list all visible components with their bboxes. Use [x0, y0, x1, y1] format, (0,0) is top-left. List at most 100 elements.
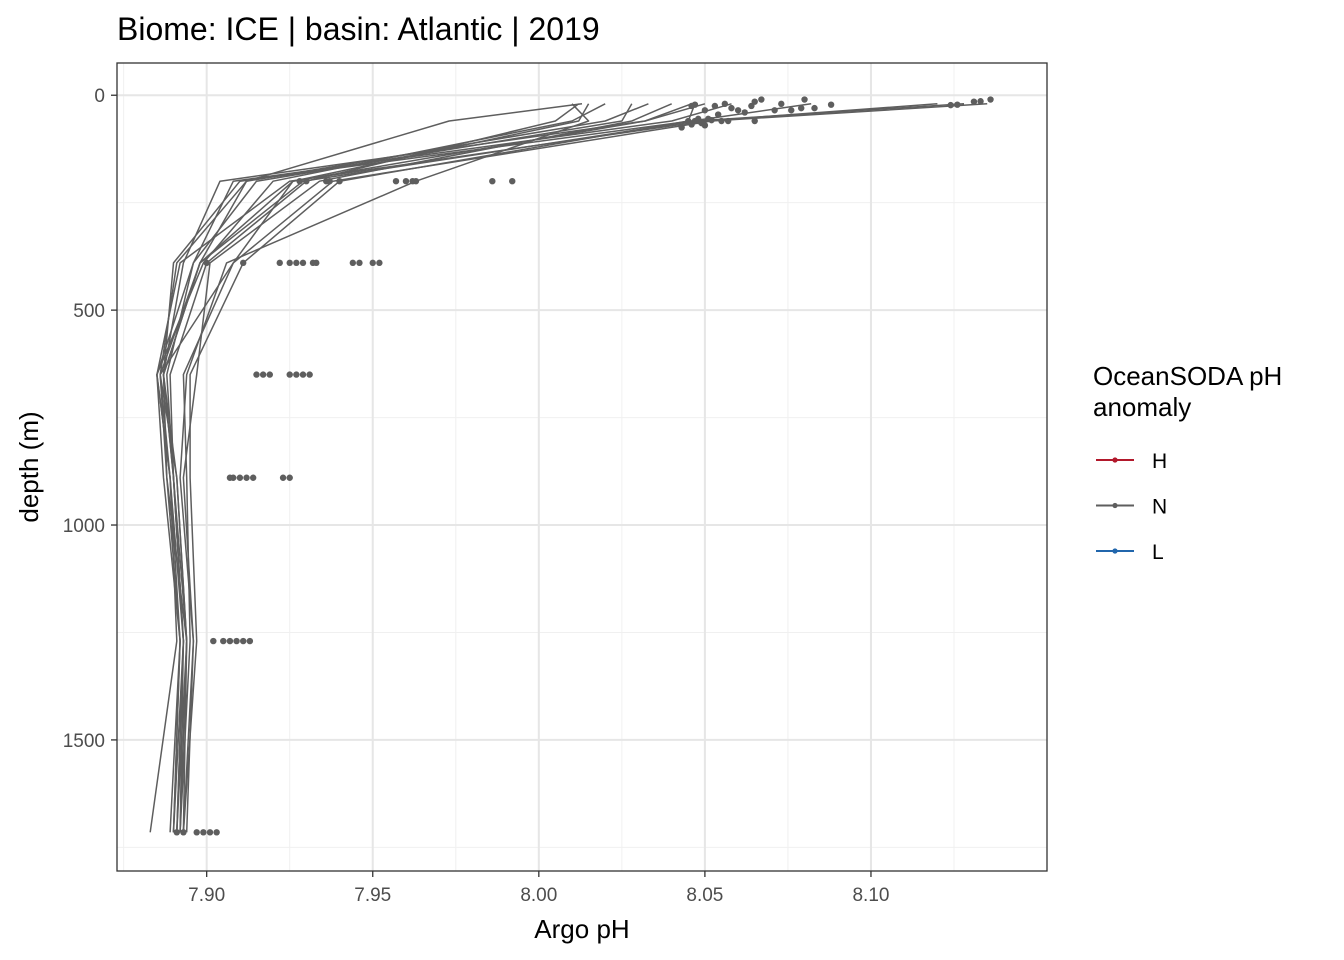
data-point: [758, 96, 765, 103]
grid-lines: [117, 63, 1047, 871]
data-point: [323, 177, 330, 185]
data-point: [811, 104, 818, 112]
profile-line: [169, 103, 580, 833]
chart-title: Biome: ICE | basin: Atlantic | 2019: [117, 11, 600, 47]
data-point: [306, 371, 313, 378]
profile-line: [162, 103, 583, 833]
data-point: [286, 371, 293, 378]
data-point: [701, 107, 709, 114]
data-point: [778, 100, 785, 108]
legend-key-point: [1112, 502, 1118, 509]
profile-line: [182, 103, 672, 833]
data-point: [193, 829, 200, 836]
data-point: [718, 117, 725, 125]
legend-key-point: [1112, 548, 1118, 554]
data-point: [356, 259, 363, 267]
plot-background: [117, 63, 1047, 871]
data-point: [734, 107, 742, 114]
legend-title-line-2: anomaly: [1093, 392, 1191, 422]
plot-panel: [116, 62, 1048, 872]
data-point: [708, 116, 715, 124]
data-point: [220, 637, 227, 645]
data-point: [213, 829, 220, 836]
legend-label: L: [1152, 541, 1164, 564]
x-axis: 7.90 7.95 8.00 8.05 8.10: [188, 871, 889, 906]
data-point: [276, 259, 283, 267]
data-point: [392, 177, 400, 185]
data-point: [788, 107, 795, 114]
data-point: [253, 371, 260, 378]
data-point: [296, 177, 303, 185]
data-point: [279, 474, 287, 481]
data-point: [236, 474, 244, 481]
data-point: [309, 259, 317, 267]
profile-line: [156, 103, 732, 833]
data-point: [947, 101, 954, 109]
data-point: [240, 637, 247, 645]
data-point: [970, 98, 978, 105]
data-point: [180, 829, 187, 836]
data-point: [246, 637, 254, 645]
data-point: [200, 829, 207, 836]
data-point: [711, 102, 719, 110]
data-point: [751, 117, 758, 125]
data-point: [688, 102, 695, 110]
data-point: [728, 104, 735, 112]
data-point: [349, 259, 357, 267]
data-point: [303, 177, 310, 185]
data-point: [489, 177, 496, 185]
data-point: [286, 259, 293, 267]
data-point: [987, 96, 994, 103]
data-point: [827, 101, 835, 108]
data-point: [286, 474, 293, 481]
data-point: [688, 121, 695, 128]
profile-line: [179, 103, 706, 833]
profile-line: [182, 103, 696, 833]
legend-keys: HNL: [1096, 450, 1167, 564]
profile-lines: [149, 103, 988, 833]
data-point: [226, 474, 234, 481]
x-tick-label: 8.00: [520, 885, 557, 906]
legend-key-point: [1112, 457, 1118, 463]
x-tick-label: 8.10: [852, 885, 889, 906]
data-point: [977, 98, 984, 105]
legend: OceanSODA pH anomaly HNL: [1093, 361, 1290, 564]
data-point: [798, 104, 805, 112]
data-point: [724, 117, 732, 125]
data-point: [210, 637, 217, 645]
data-points: [173, 96, 994, 836]
data-point: [203, 259, 210, 267]
x-tick-label: 8.05: [686, 885, 723, 906]
data-point: [243, 474, 250, 481]
y-axis-title: depth (m): [14, 411, 44, 522]
data-point: [226, 637, 234, 645]
data-point: [954, 101, 961, 108]
data-point: [173, 829, 180, 836]
legend-title: OceanSODA pH anomaly: [1093, 361, 1290, 422]
legend-label: N: [1152, 496, 1167, 519]
x-tick-label: 7.95: [354, 885, 391, 906]
data-point: [409, 177, 416, 185]
profile-line: [159, 103, 649, 833]
y-axis: 0 500 1000 1500: [63, 86, 117, 752]
profile-line: [149, 103, 988, 833]
y-tick-label: 500: [73, 301, 105, 322]
data-point: [801, 96, 808, 103]
data-point: [369, 259, 376, 267]
legend-title-line-1: OceanSODA pH: [1093, 361, 1282, 391]
data-point: [259, 371, 267, 378]
legend-label: H: [1152, 450, 1167, 473]
data-point: [771, 107, 778, 114]
plot-border: [116, 62, 1048, 872]
data-point: [240, 259, 247, 267]
data-point: [293, 259, 300, 267]
data-point: [721, 100, 729, 108]
data-point: [741, 109, 748, 116]
data-point: [402, 177, 410, 185]
data-point: [299, 259, 307, 267]
y-tick-label: 0: [94, 86, 105, 107]
x-tick-label: 7.90: [188, 885, 225, 906]
data-point: [233, 637, 240, 645]
data-point: [714, 111, 722, 118]
